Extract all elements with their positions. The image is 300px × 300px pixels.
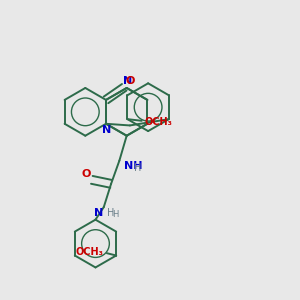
Text: OCH₃: OCH₃ <box>144 117 172 127</box>
Text: OCH₃: OCH₃ <box>76 247 103 257</box>
Text: N: N <box>123 76 132 86</box>
Text: H: H <box>112 210 119 219</box>
Text: O: O <box>81 169 91 179</box>
Text: N: N <box>102 125 112 135</box>
Text: H: H <box>107 208 114 218</box>
Text: N: N <box>94 208 103 218</box>
Text: O: O <box>126 76 135 86</box>
Text: H: H <box>134 163 141 172</box>
Text: NH: NH <box>124 161 143 171</box>
